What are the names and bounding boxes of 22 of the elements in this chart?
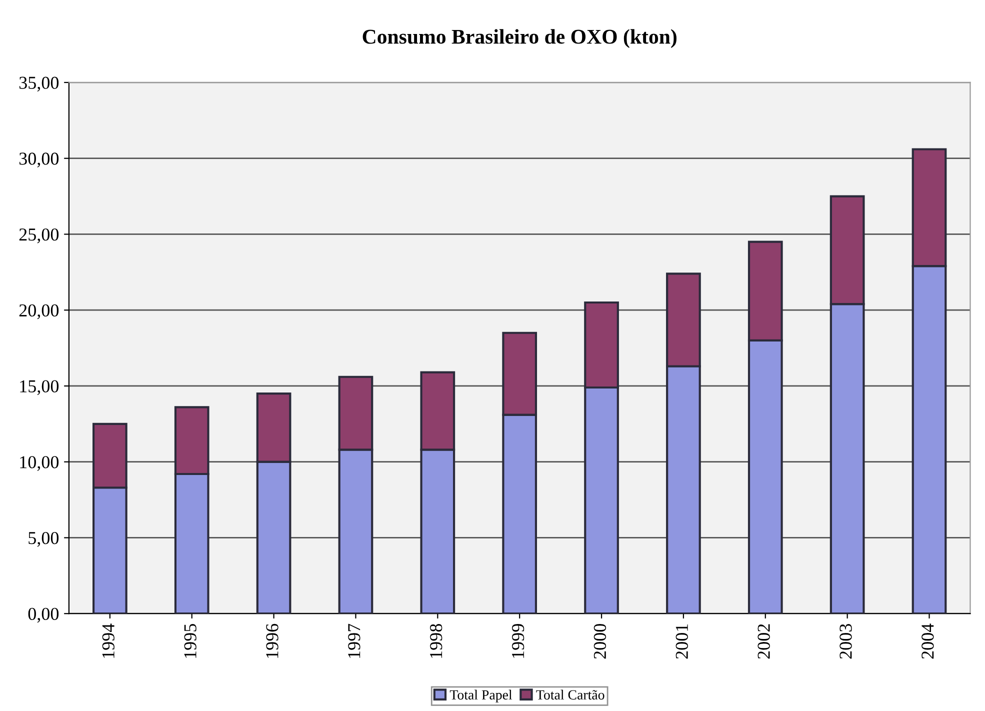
y-tick-label: 25,00 <box>19 228 59 244</box>
x-tick-label: 1996 <box>266 624 278 658</box>
y-tick-label: 5,00 <box>28 532 59 547</box>
x-tick-label: 1994 <box>102 624 114 658</box>
x-tick-label: 1997 <box>348 624 360 658</box>
x-tick-label: 2002 <box>758 624 770 659</box>
y-tick-label: 20,00 <box>19 304 59 320</box>
y-tick-label: 10,00 <box>20 456 59 471</box>
legend-label: Total Cartão <box>536 690 604 700</box>
y-tick-label: 15,00 <box>20 380 59 396</box>
y-tick-label: 30,00 <box>19 152 59 168</box>
x-tick-label: 2000 <box>594 624 606 659</box>
y-tick-label: 35,00 <box>19 76 59 92</box>
x-tick-label: 2004 <box>922 624 934 659</box>
x-tick-label: 2003 <box>840 624 852 659</box>
x-tick-label: 2001 <box>676 624 688 659</box>
legend-label: Total Papel <box>450 690 512 702</box>
y-tick-label: 0,00 <box>28 608 59 623</box>
x-tick-label: 1998 <box>430 624 442 658</box>
x-tick-label: 1999 <box>512 624 524 658</box>
chart-title: Consumo Brasileiro de OXO (kton) <box>362 29 676 48</box>
x-tick-label: 1995 <box>184 624 196 658</box>
